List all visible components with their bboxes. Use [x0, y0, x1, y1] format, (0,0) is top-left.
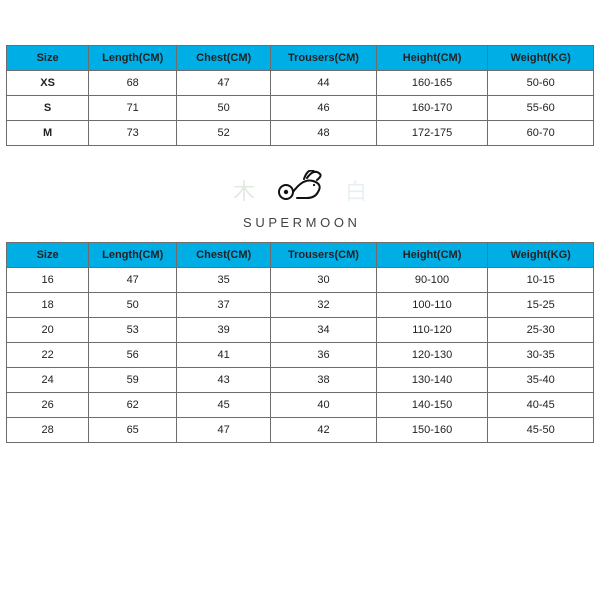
table-cell: 39 — [177, 318, 271, 343]
table-row: M735248172-17560-70 — [7, 121, 594, 146]
table-cell: 46 — [271, 96, 377, 121]
table-row: 24594338130-14035-40 — [7, 368, 594, 393]
header-row: SizeLength(CM)Chest(CM)Trousers(CM)Heigh… — [7, 46, 594, 71]
table-cell: 120-130 — [376, 343, 488, 368]
table-row: 1647353090-10010-15 — [7, 268, 594, 293]
table-cell: 47 — [177, 418, 271, 443]
table-row: 20533934110-12025-30 — [7, 318, 594, 343]
table-cell: 50 — [89, 293, 177, 318]
table-cell: 47 — [89, 268, 177, 293]
adult-size-chart: SizeLength(CM)Chest(CM)Trousers(CM)Heigh… — [6, 45, 594, 146]
table-cell: 42 — [271, 418, 377, 443]
brand-glyph-right: 白 — [345, 174, 367, 206]
column-header: Height(CM) — [376, 243, 488, 268]
table-cell: 22 — [7, 343, 89, 368]
table-cell: 140-150 — [376, 393, 488, 418]
table-cell: 45 — [177, 393, 271, 418]
column-header: Chest(CM) — [177, 46, 271, 71]
table-cell: 20 — [7, 318, 89, 343]
table-cell: S — [7, 96, 89, 121]
table-cell: 47 — [177, 71, 271, 96]
table-cell: 43 — [177, 368, 271, 393]
column-header: Height(CM) — [376, 46, 488, 71]
table-cell: 172-175 — [376, 121, 488, 146]
table-cell: 130-140 — [376, 368, 488, 393]
table-cell: 110-120 — [376, 318, 488, 343]
table-row: XS684744160-16550-60 — [7, 71, 594, 96]
table-cell: 160-170 — [376, 96, 488, 121]
table-cell: 44 — [271, 71, 377, 96]
table-cell: 28 — [7, 418, 89, 443]
table-cell: 35 — [177, 268, 271, 293]
table-cell: 41 — [177, 343, 271, 368]
table-cell: 50 — [177, 96, 271, 121]
table-cell: 34 — [271, 318, 377, 343]
column-header: Chest(CM) — [177, 243, 271, 268]
table-row: 26624540140-15040-45 — [7, 393, 594, 418]
column-header: Trousers(CM) — [271, 243, 377, 268]
table-cell: 150-160 — [376, 418, 488, 443]
table-cell: 40-45 — [488, 393, 594, 418]
table-row: 28654742150-16045-50 — [7, 418, 594, 443]
table-cell: 26 — [7, 393, 89, 418]
table-cell: M — [7, 121, 89, 146]
table-row: 18503732100-11015-25 — [7, 293, 594, 318]
table-row: 22564136120-13030-35 — [7, 343, 594, 368]
brand-name: S U P E R M O O N — [6, 215, 594, 230]
table-cell: 37 — [177, 293, 271, 318]
table-cell: 56 — [89, 343, 177, 368]
table-cell: 90-100 — [376, 268, 488, 293]
column-header: Weight(KG) — [488, 46, 594, 71]
column-header: Size — [7, 46, 89, 71]
table-cell: 40 — [271, 393, 377, 418]
table-cell: 50-60 — [488, 71, 594, 96]
table-cell: 32 — [271, 293, 377, 318]
page: SizeLength(CM)Chest(CM)Trousers(CM)Heigh… — [0, 0, 600, 600]
table-cell: 25-30 — [488, 318, 594, 343]
table-cell: 36 — [271, 343, 377, 368]
header-row: SizeLength(CM)Chest(CM)Trousers(CM)Heigh… — [7, 243, 594, 268]
column-header: Length(CM) — [89, 46, 177, 71]
table-cell: 62 — [89, 393, 177, 418]
brand-icons: 木 白 — [6, 170, 594, 209]
table-cell: 38 — [271, 368, 377, 393]
table-cell: 45-50 — [488, 418, 594, 443]
table-cell: 65 — [89, 418, 177, 443]
kids-size-chart: SizeLength(CM)Chest(CM)Trousers(CM)Heigh… — [6, 242, 594, 443]
table-cell: 35-40 — [488, 368, 594, 393]
brand-glyph-left: 木 — [233, 174, 255, 206]
column-header: Size — [7, 243, 89, 268]
kids-size-table: SizeLength(CM)Chest(CM)Trousers(CM)Heigh… — [6, 242, 594, 443]
column-header: Weight(KG) — [488, 243, 594, 268]
table-cell: 160-165 — [376, 71, 488, 96]
table-cell: 71 — [89, 96, 177, 121]
column-header: Length(CM) — [89, 243, 177, 268]
rabbit-icon — [273, 170, 327, 209]
table-cell: 68 — [89, 71, 177, 96]
table-cell: 55-60 — [488, 96, 594, 121]
table-cell: XS — [7, 71, 89, 96]
brand-block: 木 白 S U P E R M O O N — [6, 170, 594, 230]
column-header: Trousers(CM) — [271, 46, 377, 71]
table-cell: 52 — [177, 121, 271, 146]
table-cell: 16 — [7, 268, 89, 293]
table-cell: 100-110 — [376, 293, 488, 318]
table-cell: 59 — [89, 368, 177, 393]
table-row: S715046160-17055-60 — [7, 96, 594, 121]
table-cell: 53 — [89, 318, 177, 343]
table-cell: 15-25 — [488, 293, 594, 318]
table-cell: 18 — [7, 293, 89, 318]
table-cell: 30 — [271, 268, 377, 293]
table-cell: 24 — [7, 368, 89, 393]
table-cell: 10-15 — [488, 268, 594, 293]
table-cell: 48 — [271, 121, 377, 146]
table-cell: 30-35 — [488, 343, 594, 368]
table-cell: 73 — [89, 121, 177, 146]
adult-size-table: SizeLength(CM)Chest(CM)Trousers(CM)Heigh… — [6, 45, 594, 146]
table-cell: 60-70 — [488, 121, 594, 146]
